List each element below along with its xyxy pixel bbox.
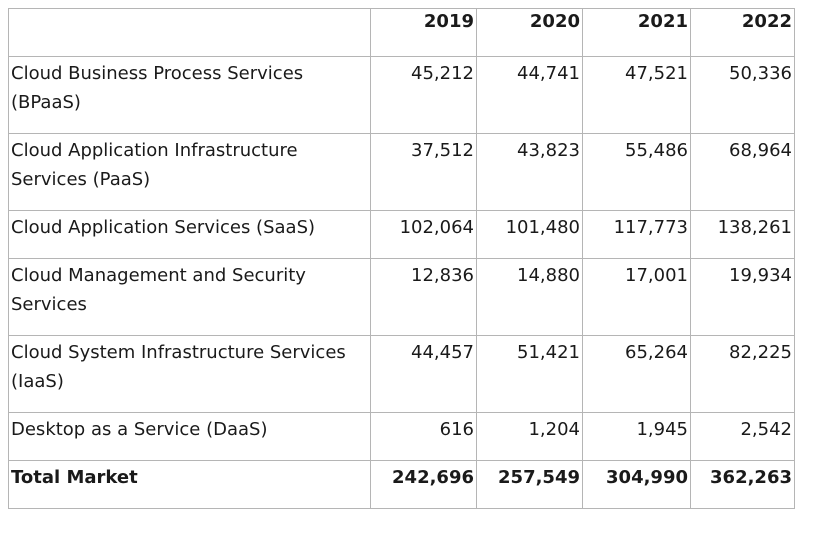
value-cell: 1,204 xyxy=(476,412,583,461)
table-row: Desktop as a Service (DaaS) 616 1,204 1,… xyxy=(8,412,795,461)
value-cell: 37,512 xyxy=(370,133,477,211)
total-value-cell: 304,990 xyxy=(582,460,691,509)
total-row: Total Market 242,696 257,549 304,990 362… xyxy=(8,460,795,509)
market-table-container: 2019 2020 2021 2022 Cloud Business Proce… xyxy=(8,8,795,509)
total-label: Total Market xyxy=(8,460,371,509)
value-cell: 55,486 xyxy=(582,133,691,211)
value-cell: 101,480 xyxy=(476,210,583,259)
year-header: 2022 xyxy=(690,8,795,57)
value-cell: 65,264 xyxy=(582,335,691,413)
value-cell: 12,836 xyxy=(370,258,477,336)
value-cell: 616 xyxy=(370,412,477,461)
total-value-cell: 257,549 xyxy=(476,460,583,509)
value-cell: 43,823 xyxy=(476,133,583,211)
year-header: 2019 xyxy=(370,8,477,57)
row-label: Cloud Application Infrastructure Service… xyxy=(8,133,371,211)
row-label: Cloud Application Services (SaaS) xyxy=(8,210,371,259)
table-row: Cloud Management and Security Services 1… xyxy=(8,258,795,336)
row-label: Cloud Management and Security Services xyxy=(8,258,371,336)
total-value-cell: 362,263 xyxy=(690,460,795,509)
row-label: Desktop as a Service (DaaS) xyxy=(8,412,371,461)
header-blank-cell xyxy=(8,8,371,57)
value-cell: 44,457 xyxy=(370,335,477,413)
value-cell: 1,945 xyxy=(582,412,691,461)
table-row: Cloud Application Services (SaaS) 102,06… xyxy=(8,210,795,259)
table-row: Cloud Business Process Services (BPaaS) … xyxy=(8,56,795,134)
value-cell: 2,542 xyxy=(690,412,795,461)
value-cell: 51,421 xyxy=(476,335,583,413)
value-cell: 14,880 xyxy=(476,258,583,336)
value-cell: 44,741 xyxy=(476,56,583,134)
year-header: 2021 xyxy=(582,8,691,57)
value-cell: 47,521 xyxy=(582,56,691,134)
value-cell: 68,964 xyxy=(690,133,795,211)
value-cell: 117,773 xyxy=(582,210,691,259)
value-cell: 102,064 xyxy=(370,210,477,259)
header-row: 2019 2020 2021 2022 xyxy=(8,8,795,57)
row-label: Cloud Business Process Services (BPaaS) xyxy=(8,56,371,134)
cloud-market-table: 2019 2020 2021 2022 Cloud Business Proce… xyxy=(8,8,795,509)
table-row: Cloud Application Infrastructure Service… xyxy=(8,133,795,211)
row-label: Cloud System Infrastructure Services (Ia… xyxy=(8,335,371,413)
total-value-cell: 242,696 xyxy=(370,460,477,509)
value-cell: 138,261 xyxy=(690,210,795,259)
table-row: Cloud System Infrastructure Services (Ia… xyxy=(8,335,795,413)
value-cell: 45,212 xyxy=(370,56,477,134)
value-cell: 17,001 xyxy=(582,258,691,336)
value-cell: 82,225 xyxy=(690,335,795,413)
value-cell: 19,934 xyxy=(690,258,795,336)
year-header: 2020 xyxy=(476,8,583,57)
value-cell: 50,336 xyxy=(690,56,795,134)
